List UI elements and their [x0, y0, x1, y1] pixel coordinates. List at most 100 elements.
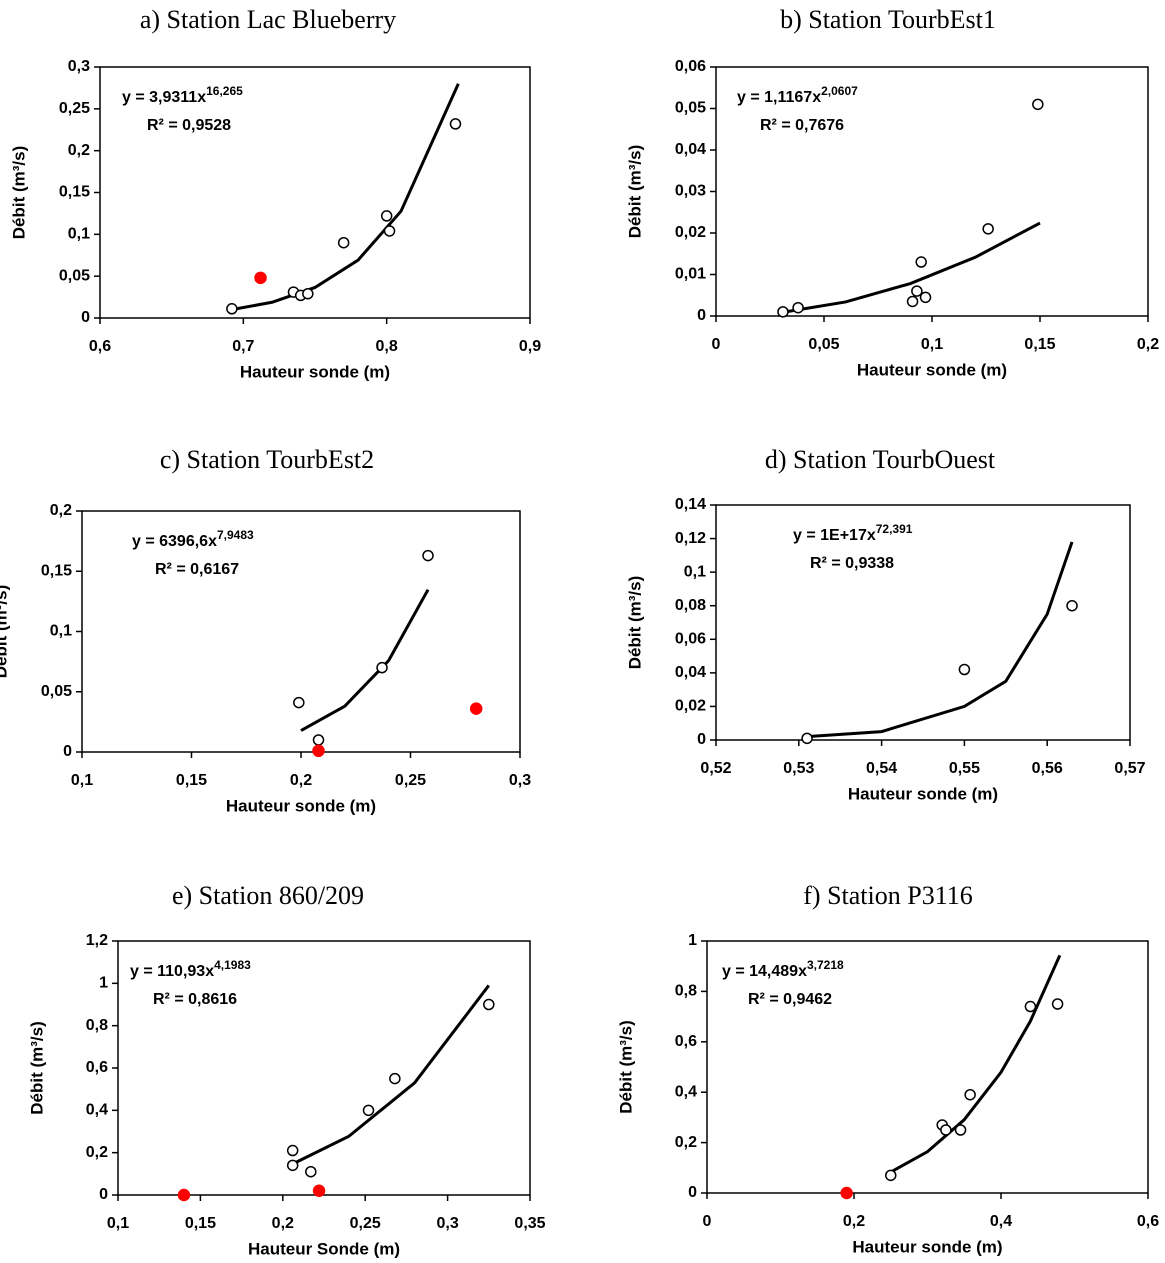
- y-tick-label: 0: [688, 1184, 697, 1201]
- y-axis-label: Débit (m³/s): [616, 1020, 635, 1114]
- y-tick-label: 0: [81, 309, 90, 326]
- y-axis-label: Débit (m³/s): [27, 1021, 46, 1115]
- equation: y = 1,1167x2,0607: [737, 84, 858, 106]
- y-tick-label: 0,1: [684, 563, 706, 580]
- y-tick-label: 0,2: [50, 502, 72, 519]
- y-axis-label: Débit (m³/s): [0, 585, 10, 679]
- data-point: [1032, 98, 1044, 111]
- x-tick-label: 0,15: [1024, 336, 1055, 353]
- y-tick-label: 0,1: [68, 226, 90, 243]
- data-point: [982, 223, 994, 235]
- highlight-point: [177, 1188, 191, 1202]
- equation: y = 14,489x3,7218: [722, 958, 844, 980]
- y-tick-label: 0: [63, 743, 72, 760]
- x-tick-label: 0,8: [376, 338, 398, 355]
- x-tick-label: 0,1: [921, 336, 943, 353]
- fit-line: [890, 954, 1062, 1174]
- equation-exponent: 72,391: [876, 522, 913, 536]
- y-tick-label: 0,14: [675, 496, 706, 513]
- data-point: [958, 663, 971, 676]
- chart-title: e) Station 860/209: [172, 881, 364, 910]
- data-point: [777, 306, 789, 318]
- x-tick-label: 0,53: [783, 760, 814, 777]
- data-point: [906, 295, 919, 308]
- x-tick-label: 0,6: [1137, 1213, 1159, 1230]
- y-tick-label: 0,2: [68, 142, 90, 159]
- x-tick-label: 0,52: [700, 760, 731, 777]
- chart-title: f) Station P3116: [803, 881, 972, 910]
- x-tick-label: 0,2: [843, 1213, 865, 1230]
- y-axis-label: Débit (m³/s): [625, 145, 644, 239]
- data-point: [383, 225, 396, 237]
- highlight-point: [840, 1186, 853, 1200]
- y-tick-label: 0,6: [86, 1059, 108, 1076]
- x-axis-label: Hauteur sonde (m): [852, 1237, 1002, 1256]
- x-tick-label: 0,2: [290, 772, 312, 789]
- x-tick-label: 0,15: [176, 772, 207, 789]
- fit-line: [228, 83, 460, 312]
- data-point: [422, 549, 434, 562]
- data-point: [940, 1124, 952, 1136]
- equation-exponent: 7,9483: [217, 528, 254, 542]
- r-squared: R² = 0,7676: [760, 117, 844, 134]
- r-squared: R² = 0,8616: [153, 991, 237, 1008]
- x-tick-label: 0,2: [1137, 336, 1159, 353]
- r-squared: R² = 0,9462: [748, 991, 832, 1008]
- equation-base: y = 6396,6x: [132, 533, 217, 550]
- y-tick-label: 0,25: [59, 100, 90, 117]
- y-tick-label: 0,8: [86, 1017, 108, 1034]
- y-tick-label: 0,2: [86, 1144, 108, 1161]
- x-tick-label: 0,55: [949, 760, 980, 777]
- data-point: [380, 210, 393, 222]
- equation-base: y = 110,93x: [130, 963, 214, 980]
- plot-frame: [715, 504, 1131, 741]
- y-tick-label: 0: [99, 1186, 108, 1203]
- y-tick-label: 0,01: [675, 266, 706, 283]
- y-tick-label: 0,4: [675, 1083, 697, 1100]
- data-point: [389, 1072, 401, 1085]
- x-tick-label: 0,35: [514, 1215, 545, 1232]
- x-tick-label: 0: [712, 336, 721, 353]
- r-squared: R² = 0,6167: [155, 561, 239, 578]
- y-tick-label: 0,4: [86, 1102, 108, 1119]
- r-squared: R² = 0,9338: [810, 555, 894, 572]
- data-point: [286, 1144, 299, 1157]
- equation: y = 110,93x4,1983: [130, 958, 251, 980]
- data-point: [919, 291, 932, 304]
- chart-title: d) Station TourbOuest: [765, 445, 996, 474]
- equation-base: y = 14,489x: [722, 963, 807, 980]
- x-tick-label: 0,54: [866, 760, 897, 777]
- x-tick-label: 0,57: [1114, 760, 1145, 777]
- y-tick-label: 0,15: [59, 184, 90, 201]
- y-tick-label: 0,06: [675, 58, 706, 75]
- equation-exponent: 16,265: [206, 84, 243, 98]
- equation-base: y = 1E+17x: [793, 527, 876, 544]
- data-point: [362, 1104, 375, 1117]
- x-tick-label: 0,25: [350, 1215, 381, 1232]
- data-point: [885, 1169, 897, 1182]
- x-tick-label: 0,15: [185, 1215, 216, 1232]
- y-tick-label: 0,06: [675, 631, 706, 648]
- data-point: [911, 285, 923, 297]
- data-point: [915, 256, 927, 268]
- x-tick-label: 0,05: [808, 336, 839, 353]
- equation-exponent: 3,7218: [807, 958, 844, 972]
- y-tick-label: 1: [688, 932, 697, 949]
- x-tick-label: 0,1: [71, 772, 93, 789]
- y-tick-label: 0: [697, 307, 706, 324]
- y-tick-label: 0,08: [675, 597, 706, 614]
- y-tick-label: 0,02: [675, 224, 706, 241]
- equation-exponent: 4,1983: [214, 958, 251, 972]
- data-point: [226, 303, 238, 315]
- chart-title: b) Station TourbEst1: [780, 5, 996, 34]
- highlight-point: [254, 271, 267, 285]
- chart-title: a) Station Lac Blueberry: [140, 5, 396, 34]
- x-tick-label: 0,3: [509, 772, 531, 789]
- x-tick-label: 0,3: [436, 1215, 458, 1232]
- data-point: [302, 287, 314, 300]
- y-axis-label: Débit (m³/s): [9, 146, 28, 240]
- y-tick-label: 0,05: [41, 683, 72, 700]
- y-tick-label: 0,04: [675, 664, 706, 681]
- y-tick-label: 0,12: [675, 530, 706, 547]
